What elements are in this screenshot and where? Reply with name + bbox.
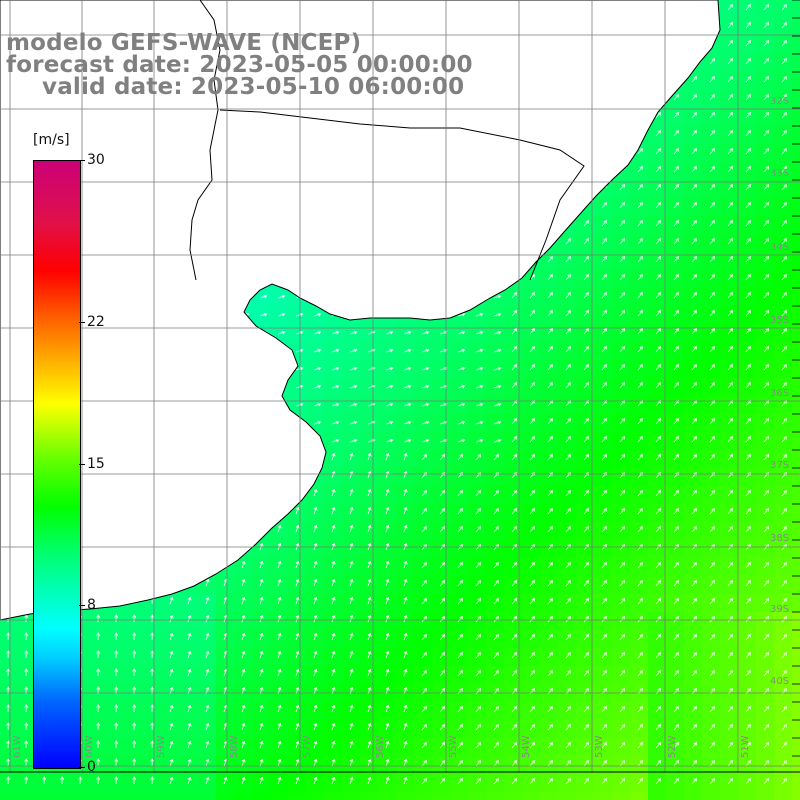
- land-mass: [0, 0, 721, 621]
- colorbar-tick-label: 15: [87, 455, 105, 472]
- border-line: [219, 109, 585, 281]
- longitude-label: 61W: [12, 735, 23, 758]
- longitude-label: 60W: [84, 735, 95, 758]
- longitude-label: 58W: [229, 735, 240, 758]
- longitude-label: 59W: [156, 735, 167, 758]
- colorbar-tick-label: 8: [87, 597, 96, 614]
- latitude-label: 35S: [770, 315, 789, 326]
- longitude-label: 54W: [521, 735, 532, 758]
- valid-date: valid date: 2023-05-10 06:00:00: [42, 74, 465, 100]
- longitude-labels: 61W 60W 59W 58W 57W 56W 55W 54W 53W 52W 51W: [12, 735, 751, 758]
- colorbar-tick-label: 0: [87, 759, 96, 775]
- latitude-label: 39S: [770, 604, 789, 615]
- colorbar: [33, 160, 81, 769]
- longitude-label: 57W: [302, 735, 313, 758]
- forecast-date: forecast date: 2023-05-05 00:00:00: [6, 52, 473, 78]
- latitude-label: 33S: [770, 168, 789, 179]
- colorbar-unit: [m/s]: [33, 132, 70, 148]
- lat-lon-grid: [0, 0, 800, 773]
- colorbar-tick-label: 22: [87, 313, 105, 330]
- latitude-label: 34S: [770, 242, 789, 253]
- colorbar-tick-mark: [79, 160, 85, 161]
- colorbar-tick-mark: [79, 605, 85, 607]
- river-line: [189, 0, 221, 281]
- latitude-label: 37S: [770, 460, 789, 471]
- longitude-label: 53W: [594, 735, 605, 758]
- longitude-label: 56W: [375, 735, 386, 758]
- latitude-label: 36S: [770, 388, 789, 399]
- longitude-label: 52W: [667, 735, 678, 758]
- latitude-label: 32S: [770, 96, 789, 107]
- latitude-label: 38S: [770, 533, 789, 544]
- colorbar-tick-mark: [79, 463, 85, 465]
- longitude-label: 55W: [448, 735, 459, 758]
- longitude-label: 51W: [740, 735, 751, 758]
- colorbar-tick-label: 30: [87, 152, 105, 168]
- latitude-labels: 32S 33S 34S 35S 36S 37S 38S 39S 40S: [770, 96, 789, 687]
- model-title: modelo GEFS-WAVE (NCEP): [6, 30, 362, 56]
- latitude-label: 40S: [770, 676, 789, 687]
- colorbar-tick-mark: [79, 767, 85, 768]
- colorbar-tick-mark: [79, 321, 85, 323]
